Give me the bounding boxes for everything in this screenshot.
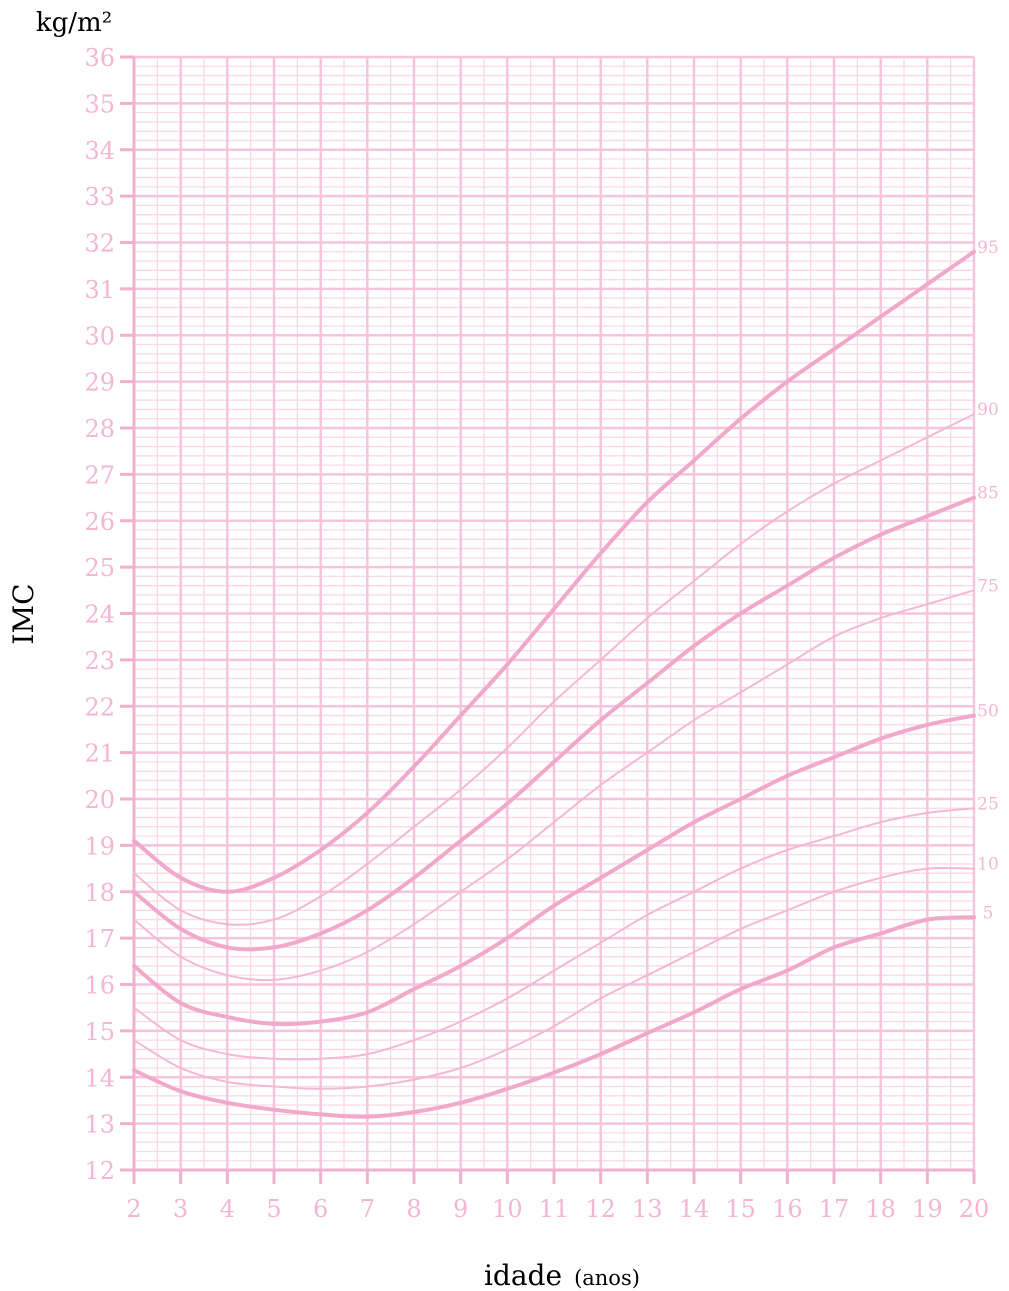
x-tick-label: 3: [173, 1195, 188, 1223]
percentile-curve-95: [132, 249, 976, 894]
y-tick-label: 31: [84, 276, 115, 304]
x-tick-label: 14: [679, 1195, 710, 1223]
y-tick-label: 29: [84, 369, 115, 397]
y-tick-label: 30: [84, 322, 115, 350]
unit-label: kg/m²: [36, 8, 112, 38]
y-tick-label: 36: [84, 44, 115, 72]
y-tick-label: 12: [84, 1157, 115, 1185]
x-axis-title: idade: [484, 1259, 562, 1291]
y-tick-label: 14: [84, 1064, 115, 1092]
x-tick-label: 20: [959, 1195, 990, 1223]
axes: [120, 55, 976, 1184]
y-tick-label: 28: [84, 415, 115, 443]
percentile-label-50: 50: [977, 702, 999, 722]
x-tick-label: 6: [313, 1195, 328, 1223]
y-tick-label: 26: [84, 508, 115, 536]
percentile-curves: [132, 249, 976, 1119]
percentile-curve-75: [133, 589, 975, 982]
percentile-curve-50: [132, 713, 976, 1027]
x-axis-unit: (anos): [574, 1266, 640, 1290]
x-tick-label: 7: [360, 1195, 375, 1223]
y-tick-label: 25: [84, 554, 115, 582]
percentile-curve-10: [133, 866, 975, 1090]
x-tick-label: 10: [492, 1195, 523, 1223]
percentile-label-90: 90: [977, 400, 999, 420]
y-tick-label: 21: [84, 740, 115, 768]
y-tick-label: 32: [84, 230, 115, 258]
x-tick-label: 15: [725, 1195, 756, 1223]
percentile-curve-90: [133, 413, 975, 926]
y-tick-label: 23: [84, 647, 115, 675]
x-tick-label: 13: [632, 1195, 663, 1223]
x-tick-label: 18: [865, 1195, 896, 1223]
y-tick-label: 15: [84, 1018, 115, 1046]
x-tick-label: 11: [539, 1195, 570, 1223]
y-tick-labels: 12 13 14 15 16 17 18 19 20 21 22 23 24 25 26 27 28 29 30 31…: [84, 44, 115, 1185]
major-grid: [132, 55, 976, 1172]
y-tick-label: 13: [84, 1111, 115, 1139]
x-tick-label: 12: [585, 1195, 616, 1223]
x-tick-label: 19: [912, 1195, 943, 1223]
y-tick-label: 17: [84, 925, 115, 953]
y-tick-label: 16: [84, 972, 115, 1000]
percentile-curve-25: [133, 807, 975, 1061]
percentile-curve-5: [132, 915, 976, 1119]
percentile-label-25: 25: [977, 794, 999, 814]
y-tick-label: 19: [84, 832, 115, 860]
percentile-label-95: 95: [977, 238, 999, 258]
y-tick-label: 35: [84, 90, 115, 118]
y-axis-title: IMC: [7, 583, 40, 644]
y-tick-label: 18: [84, 879, 115, 907]
percentile-label-85: 85: [977, 484, 999, 504]
x-tick-label: 8: [406, 1195, 421, 1223]
x-tick-label: 17: [819, 1195, 850, 1223]
x-tick-label: 5: [266, 1195, 281, 1223]
x-tick-label: 2: [126, 1195, 141, 1223]
y-tick-label: 34: [84, 137, 115, 165]
x-tick-label: 16: [772, 1195, 803, 1223]
x-tick-label: 9: [453, 1195, 468, 1223]
y-tick-label: 24: [84, 601, 115, 629]
x-tick-label: 4: [220, 1195, 235, 1223]
percentile-curve-85: [132, 495, 976, 952]
y-tick-label: 20: [84, 786, 115, 814]
y-tick-label: 22: [84, 693, 115, 721]
y-tick-label: 27: [84, 461, 115, 489]
percentile-labels: 95 90 85 75 50 25 10 5: [977, 238, 999, 923]
percentile-label-5: 5: [983, 903, 994, 923]
y-tick-label: 33: [84, 183, 115, 211]
percentile-label-10: 10: [977, 855, 999, 875]
percentile-label-75: 75: [977, 576, 999, 596]
x-tick-labels: 2 3 4 5 6 7 8 9 10 11 12 13 14 15 16 17 18 19 20: [126, 1195, 989, 1223]
